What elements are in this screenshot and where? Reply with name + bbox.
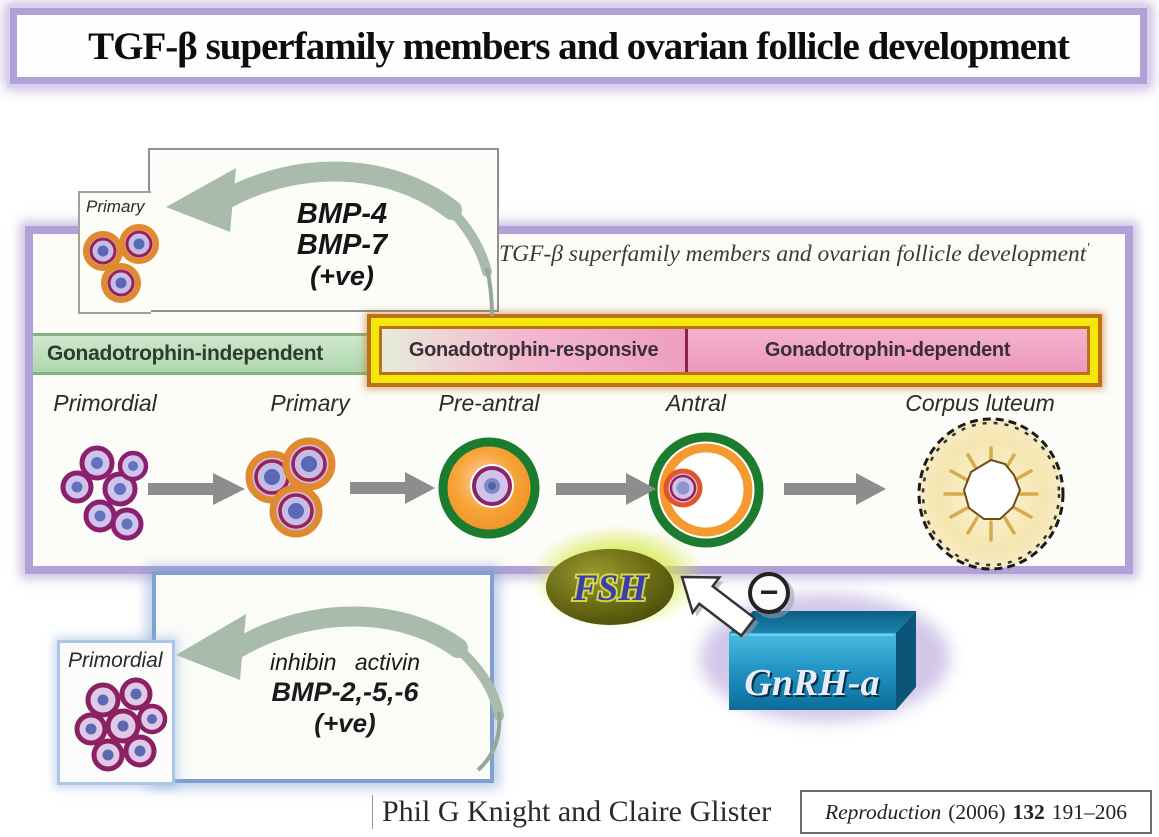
gnrh-box-right-face [896,611,916,710]
primordial-stage-box: Primordial [57,640,175,785]
gnrh-glow [700,594,950,722]
minus-circle-shadow [751,575,795,619]
slide-title-box: TGF-β superfamily members and ovarian fo… [10,8,1147,84]
fsh-label-glow: FSH [572,568,648,609]
minus-circle [748,572,790,614]
primary-stage-box: Primary [78,191,151,314]
fsh-label: FSH [572,568,648,609]
gnrh-label: GnRH-a [744,662,879,704]
stage-label-primordial: Primordial [53,390,157,416]
responsive-bar-label: Gonadotrophin-responsive [382,329,689,372]
inhibition-arrow-shadow [686,581,759,640]
citation-journal: Reproduction [824,799,942,824]
gnrh-label-shadow: GnRH-a [746,664,881,706]
stage-label-primary: Primary [270,390,350,416]
authors-line: Phil G Knight and Claire Glister [372,795,771,829]
primary-stage-label: Primary [86,197,145,216]
citation-year: (2006) [948,799,1006,824]
citation-pages: 191–206 [1051,799,1128,824]
minus-sign: − [748,572,795,619]
primordial-stage-label: Primordial [68,649,163,672]
factor-positive-sign-2: (+ve) [314,708,376,738]
top-inset-factors: BMP-4 BMP-7 (+ve) [242,198,442,292]
slide-title: TGF-β superfamily members and ovarian fo… [88,24,1070,68]
citation-box: Reproduction (2006) 132 191–206 [800,790,1152,834]
factor-bmp4: BMP-4 [296,198,388,230]
inhibition-arrow-body [680,575,757,638]
inhibition-arrow [680,575,759,640]
factor-inhibin-activin: inhibin activin [269,649,421,675]
factor-bmp7: BMP-7 [296,229,388,261]
stage-label-antral: Antral [665,390,727,416]
bottom-inset-factors: inhibin activin BMP-2,-5,-6 (+ve) [210,648,480,738]
independent-bar-label: Gonadotrophin-independent [47,342,323,365]
citation-volume: 132 [1012,799,1045,824]
figure-subtitle-mark: ' [1086,241,1090,257]
gnrh-box-top-face [729,611,916,633]
factor-positive-sign: (+ve) [310,261,374,291]
dependent-bar-label: Gonadotrophin-dependent [688,329,1087,372]
gnrh-box-front-face [729,633,896,710]
stage-label-corpus-luteum: Corpus luteum [905,390,1055,416]
figure-subtitle-text: TGF-β superfamily members and ovarian fo… [499,241,1087,267]
gnrh-box: GnRH-a GnRH-a [700,594,950,722]
gonadotrophin-highlight-box: Gonadotrophin-responsive Gonadotrophin-d… [367,314,1102,387]
minus-glyph: − [760,574,779,610]
gonadotrophin-pink-bar: Gonadotrophin-responsive Gonadotrophin-d… [379,326,1090,375]
figure-subtitle: TGF-β superfamily members and ovarian fo… [499,241,1089,268]
stage-label-pre-antral: Pre-antral [438,390,540,416]
factor-bmp256: BMP-2,-5,-6 [271,677,419,707]
